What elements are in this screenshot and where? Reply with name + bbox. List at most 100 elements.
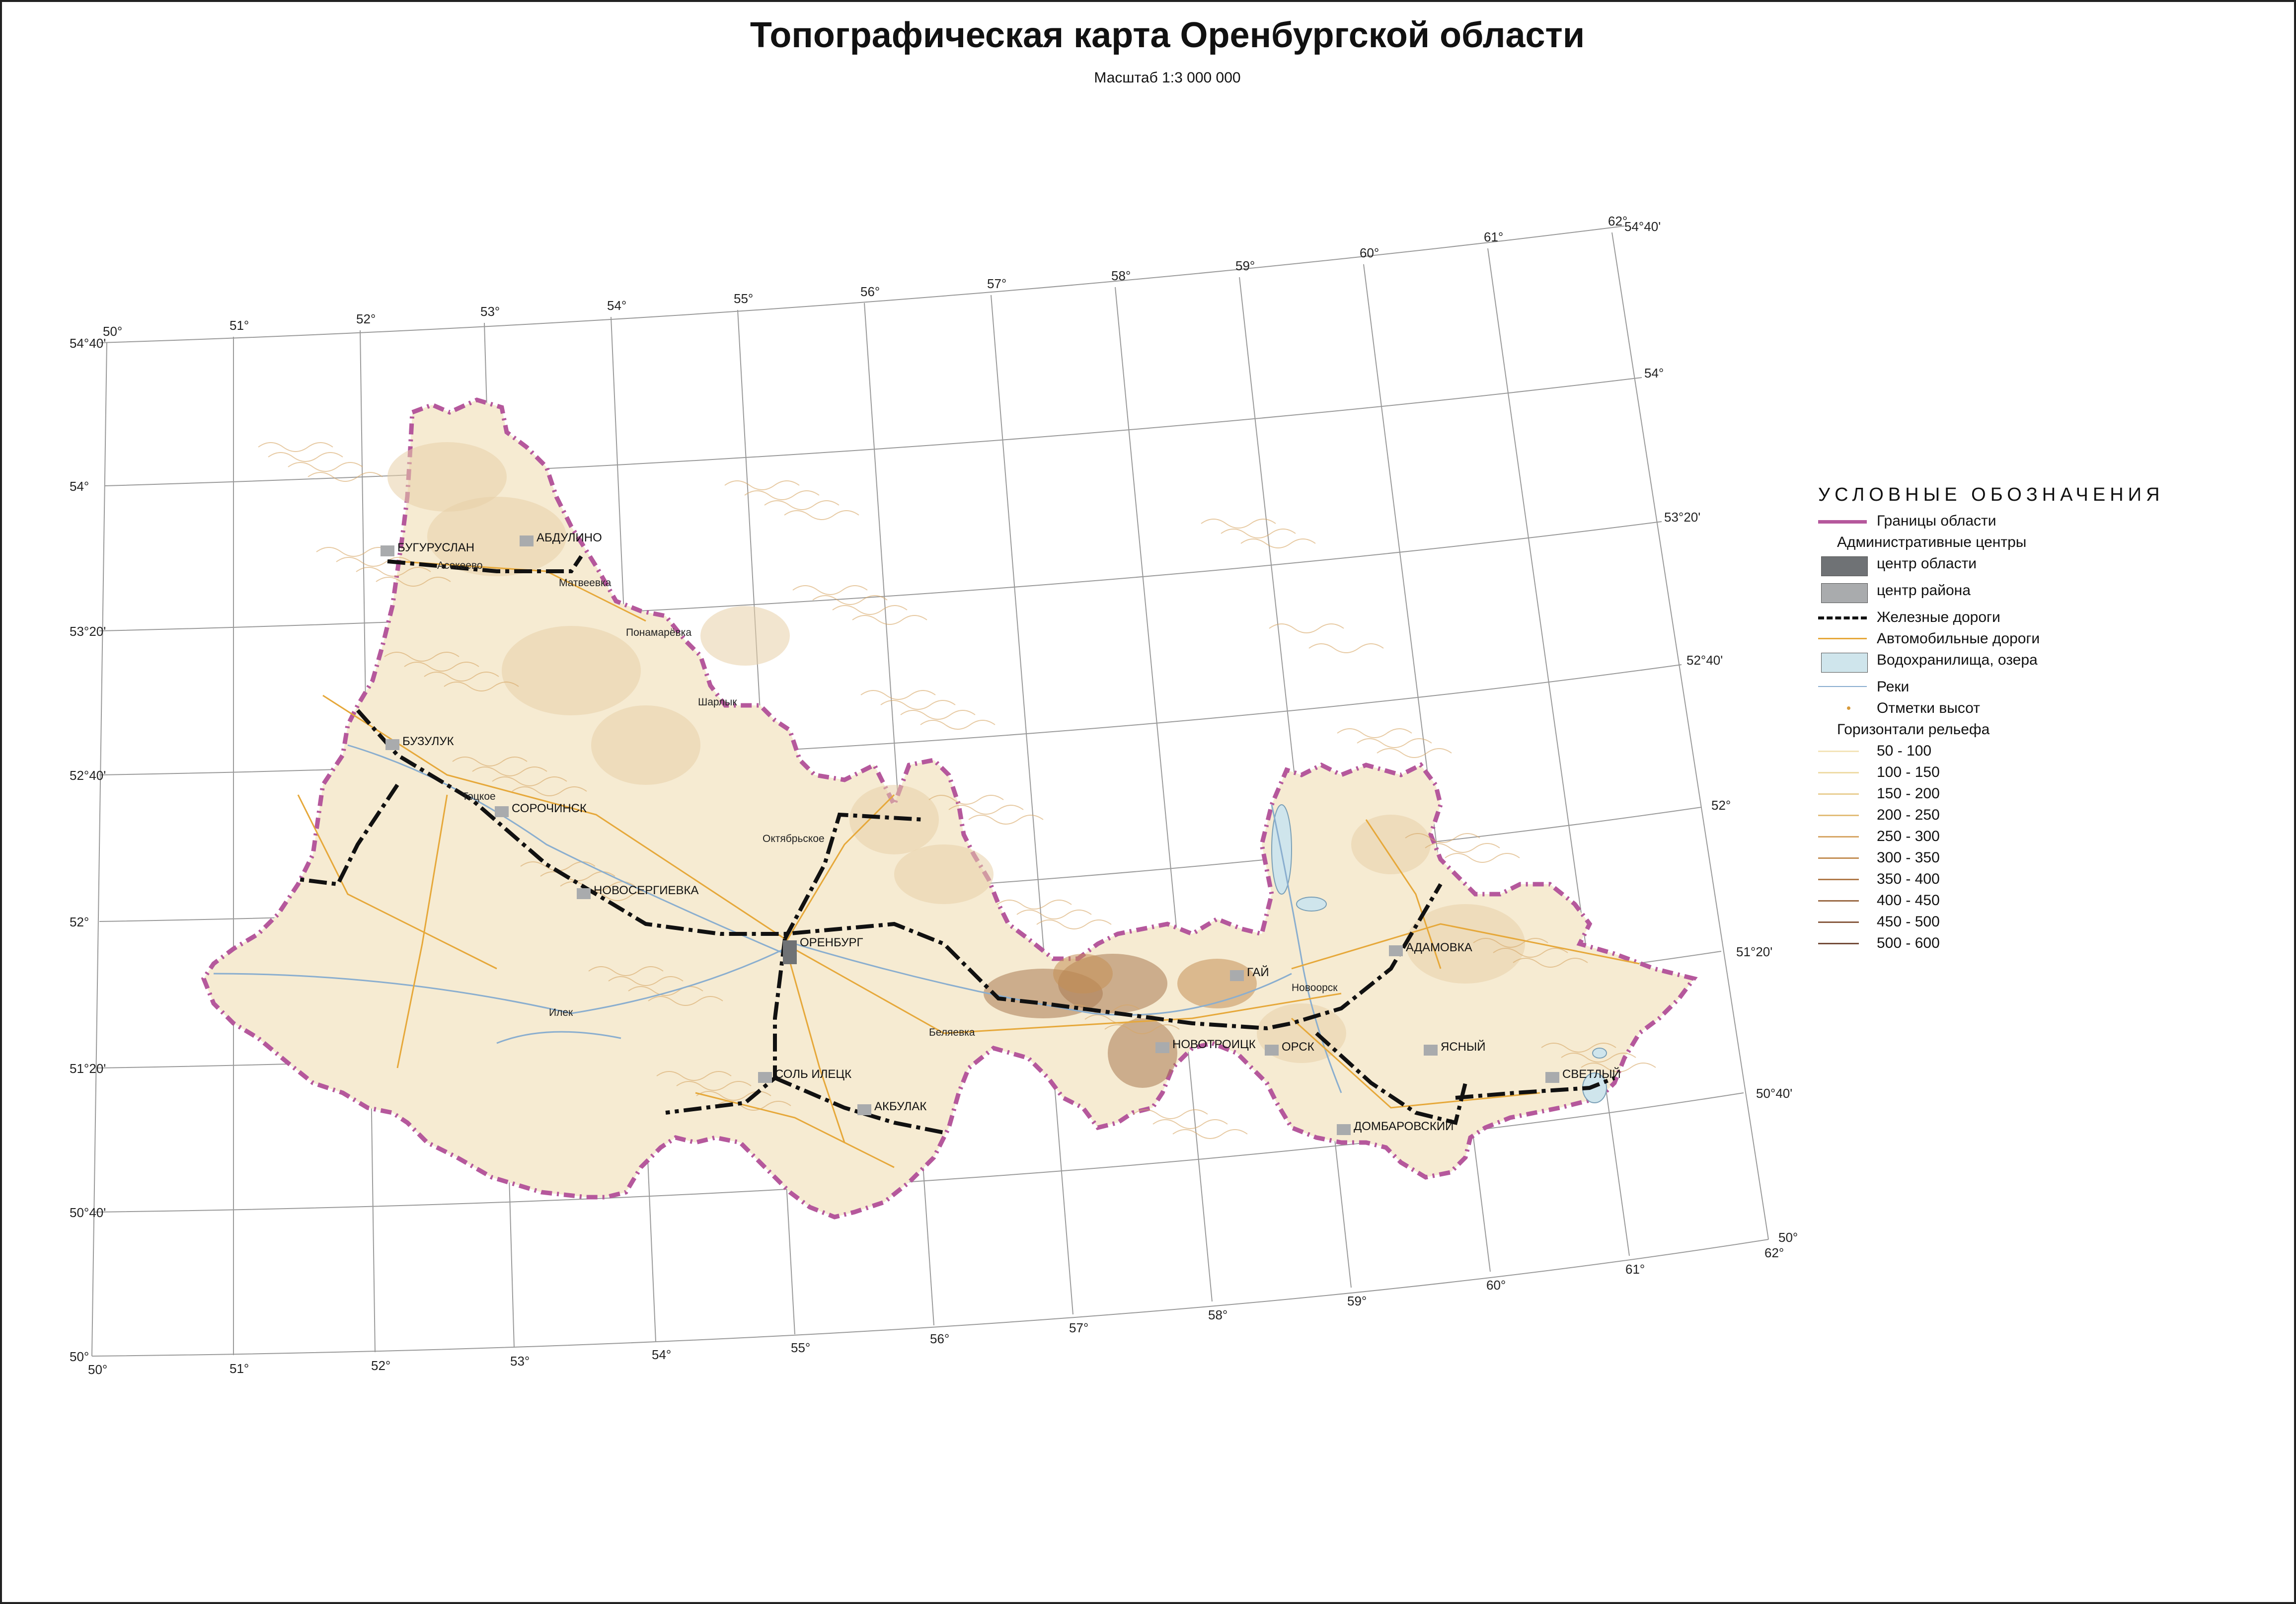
legend-contour-row: 200 - 250: [1818, 805, 2265, 826]
road-line: [784, 943, 845, 1143]
district-center-label[interactable]: ЯСНЫЙ: [1441, 1040, 1486, 1054]
contour-line: [384, 652, 459, 662]
settlement-label[interactable]: Шарлык: [698, 696, 737, 708]
center-marker-icon: [1155, 1042, 1169, 1053]
legend-railways-label: Железные дороги: [1877, 609, 2000, 625]
settlement-label[interactable]: Октябрьское: [763, 833, 825, 844]
latitude-label: 54°: [1644, 366, 1664, 381]
district-center-label[interactable]: БУГУРУСЛАН: [397, 541, 474, 554]
graticule-labels: 54°40'54°53°20'52°40'52°51°20'50°40'50°5…: [70, 214, 1798, 1377]
relief-area: [1351, 815, 1431, 874]
relief-area: [1177, 959, 1257, 1008]
legend-water-label: Водохранилища, озера: [1877, 652, 2038, 668]
district-center-label[interactable]: АКБУЛАК: [874, 1100, 926, 1113]
contour-line: [1269, 623, 1344, 633]
roads: [297, 560, 1640, 1168]
orenburg-region[interactable]: [201, 397, 1698, 1220]
contour-line: [1473, 938, 1548, 948]
contour-line-icon: [1818, 836, 1859, 838]
latitude-label: 50°40': [1756, 1086, 1792, 1101]
district-center-label[interactable]: ОРЕНБУРГ: [800, 936, 863, 949]
relief-area: [1406, 904, 1525, 984]
latitude-label: 52°: [70, 915, 89, 929]
longitude-label: 59°: [1235, 258, 1255, 273]
contour-line: [920, 720, 995, 730]
contour-line-icon: [1818, 857, 1859, 859]
legend-contour-row: 500 - 600: [1818, 933, 2265, 954]
longitude-label: 62°: [1608, 214, 1627, 229]
district-center-label[interactable]: НОВОТРОИЦК: [1172, 1038, 1256, 1051]
center-marker-icon: [758, 1072, 772, 1083]
longitude-label: 58°: [1208, 1307, 1227, 1322]
district-center-label[interactable]: НОВОСЕРГИЕВКА: [594, 884, 698, 897]
legend-contour-label: 450 - 500: [1877, 914, 1940, 930]
legend-border: Границы области: [1818, 511, 2265, 532]
center-marker-icon: [1424, 1045, 1438, 1056]
center-marker-icon: [1230, 970, 1244, 981]
settlement-label[interactable]: Тоцкое: [462, 791, 496, 802]
district-center-label[interactable]: ГАЙ: [1247, 965, 1269, 979]
district-center-label[interactable]: СОЛЬ ИЛЕЦК: [775, 1068, 851, 1081]
meridian-line: [91, 342, 107, 1357]
road-line: [1365, 819, 1442, 969]
contour-line-icon: [1818, 900, 1859, 902]
contour-line: [1104, 1024, 1180, 1034]
lake-shape: [1296, 897, 1327, 912]
relief-area: [591, 705, 700, 785]
contour-line: [588, 966, 664, 976]
contour-line: [1377, 748, 1452, 758]
legend-contour-row: 100 - 150: [1818, 762, 2265, 783]
district-center-label[interactable]: АБДУЛИНО: [536, 531, 602, 544]
legend-title: УСЛОВНЫЕ ОБОЗНАЧЕНИЯ: [1818, 484, 2164, 505]
settlement-label[interactable]: Беляевка: [929, 1027, 975, 1038]
contour-line: [1513, 958, 1588, 968]
latitude-label: 50°40': [70, 1205, 106, 1220]
settlement-label[interactable]: Матвеевка: [559, 577, 612, 589]
parallel-50-40: [94, 1092, 1744, 1213]
settlement-label[interactable]: Асекеево: [437, 560, 483, 571]
legend-rivers: Реки: [1818, 677, 2265, 698]
district-center-label[interactable]: ОРСК: [1282, 1040, 1314, 1054]
district-center-label[interactable]: БУЗУЛУК: [402, 735, 454, 748]
contour-line: [1405, 833, 1480, 843]
legend-center-region-label: центр области: [1877, 555, 1977, 572]
district-center-label[interactable]: ДОМБАРОВСКИЙ: [1354, 1119, 1454, 1133]
relief-area: [502, 626, 641, 715]
district-center-label[interactable]: АДАМОВКА: [1406, 941, 1472, 954]
map-title: Топографическая карта Оренбургской облас…: [750, 15, 1585, 55]
settlement-label[interactable]: Понамарёвка: [626, 627, 691, 638]
settlement-label[interactable]: Новоорск: [1292, 982, 1338, 993]
settlement-label[interactable]: Илек: [549, 1007, 573, 1018]
contour-line: [724, 480, 800, 490]
legend-contours-header: Горизонтали рельефа: [1818, 719, 2265, 741]
district-center-label[interactable]: СВЕТЛЫЙ: [1562, 1067, 1621, 1081]
railway-line: [387, 555, 583, 573]
contour-line: [1581, 1063, 1656, 1072]
lake-shape: [1592, 1048, 1607, 1059]
legend-contour-label: 100 - 150: [1877, 764, 1940, 780]
contour-line: [996, 900, 1072, 910]
relief-area: [1108, 1018, 1177, 1088]
legend-contour-row: 400 - 450: [1818, 890, 2265, 912]
center-marker-icon: [495, 806, 509, 817]
meridian-line: [991, 295, 1073, 1315]
contour-line: [928, 795, 1004, 805]
contour-line: [1201, 519, 1276, 529]
longitude-label: 61°: [1484, 229, 1503, 244]
legend-contours-header-label: Горизонтали рельефа: [1837, 721, 1990, 738]
center-marker-icon: [1265, 1045, 1279, 1056]
legend: УСЛОВНЫЕ ОБОЗНАЧЕНИЯ Границы области Адм…: [1818, 484, 2265, 954]
longitude-label: 54°: [607, 298, 626, 313]
contour-line: [656, 1071, 732, 1081]
parallel-54-40: [99, 226, 1625, 343]
road-line: [396, 794, 448, 1069]
contour-line: [424, 672, 499, 682]
longitude-label: 50°: [103, 324, 122, 339]
longitude-label: 60°: [1486, 1278, 1506, 1293]
legend-contour-label: 50 - 100: [1877, 743, 1932, 759]
latitude-label: 52°40': [1686, 653, 1723, 668]
legend-contour-row: 250 - 300: [1818, 826, 2265, 847]
contour-line: [880, 700, 956, 710]
district-center-label[interactable]: СОРОЧИНСК: [512, 802, 587, 815]
